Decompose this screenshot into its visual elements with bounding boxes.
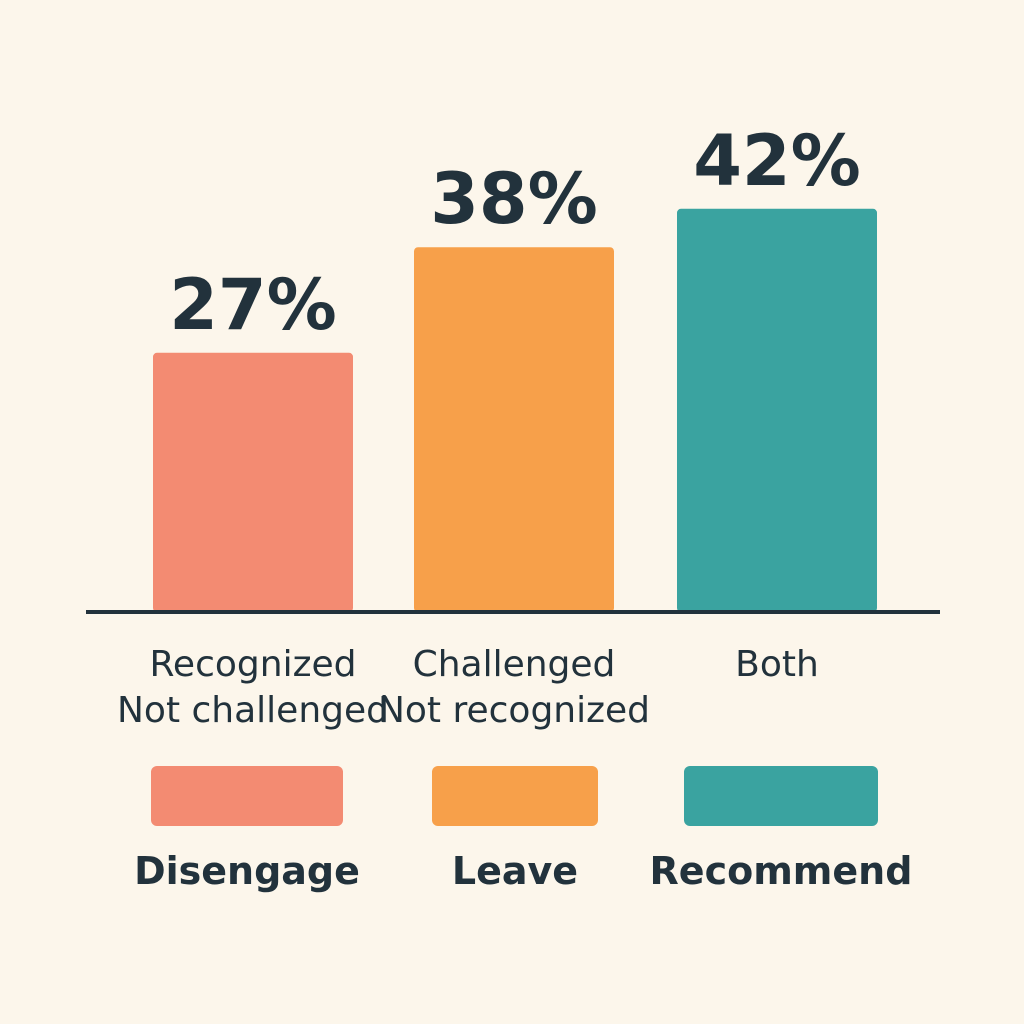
bar-3: [677, 208, 877, 613]
bar-2: [414, 247, 614, 612]
legend-swatch-1: [151, 766, 343, 826]
legend-label-3: Recommend: [650, 849, 913, 893]
category-label-2-line-1: Challenged: [413, 644, 616, 685]
legend-swatch-3: [684, 766, 878, 826]
bars-layer: [153, 208, 877, 613]
value-label-3: 42%: [693, 120, 861, 202]
category-labels-layer: Recognized Not challenged Challenged Not re…: [117, 644, 819, 731]
legend-label-1: Disengage: [134, 849, 360, 893]
value-label-1: 27%: [169, 264, 337, 346]
category-label-1-line-1: Recognized: [150, 644, 357, 685]
value-label-2: 38%: [430, 158, 598, 240]
legend-label-2: Leave: [452, 849, 578, 893]
bar-1: [153, 352, 353, 612]
category-label-2-line-2: Not recognized: [378, 690, 650, 731]
category-label-1-line-2: Not challenged: [117, 690, 389, 731]
category-label-3-line-1: Both: [735, 644, 819, 685]
legend-swatch-2: [432, 766, 598, 826]
legend: Disengage Leave Recommend: [134, 766, 912, 893]
value-labels-layer: 27% 38% 42%: [169, 120, 861, 346]
